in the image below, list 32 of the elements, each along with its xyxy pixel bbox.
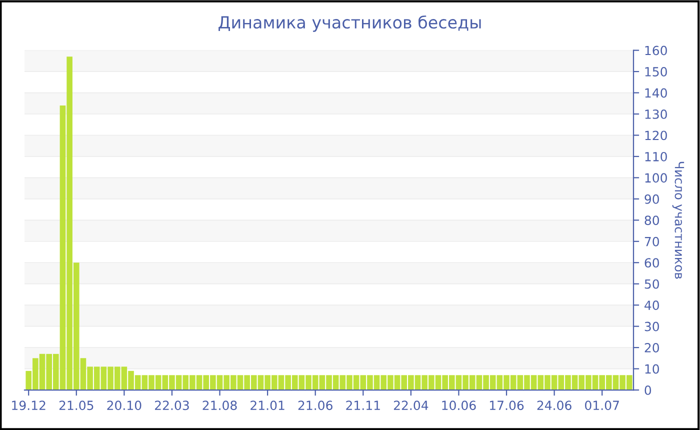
y-tick-label: 120 bbox=[645, 130, 667, 140]
y-tick-label: 10 bbox=[645, 364, 659, 374]
x-tick-label: 21.05 bbox=[59, 400, 94, 410]
x-tick-label: 22.04 bbox=[394, 400, 428, 410]
y-tick-label: 150 bbox=[645, 67, 667, 76]
y-tick-label: 50 bbox=[644, 279, 659, 289]
y-tick-label: 30 bbox=[644, 322, 659, 332]
x-tick-label: 21.08 bbox=[202, 400, 237, 410]
x-tick-label: 20.10 bbox=[107, 400, 142, 410]
x-tick-label: 17.06 bbox=[490, 400, 524, 410]
y-tick-label: 140 bbox=[645, 88, 667, 98]
x-tick-label: 22.03 bbox=[154, 400, 189, 410]
x-tick-label: 21.06 bbox=[298, 400, 332, 410]
y-tick-label: 40 bbox=[644, 300, 659, 310]
y-tick-label: 160 bbox=[645, 46, 667, 56]
y-tick-label: 80 bbox=[644, 216, 659, 226]
x-tick-label: 01.07 bbox=[585, 400, 619, 410]
x-tick-label: 21.01 bbox=[250, 400, 284, 410]
y-tick-label: 110 bbox=[645, 152, 667, 162]
x-tick-label: 19.12 bbox=[12, 400, 46, 410]
y-axis-title: Число участников bbox=[672, 162, 684, 279]
x-tick-label: 21.11 bbox=[346, 400, 380, 410]
y-tick-label: 100 bbox=[645, 173, 667, 183]
x-tick-label: 24.06 bbox=[537, 400, 572, 410]
x-tick-label: 10.06 bbox=[442, 400, 476, 410]
y-tick-label: 0 bbox=[644, 385, 652, 395]
y-tick-label: 90 bbox=[644, 194, 659, 204]
y-tick-label: 70 bbox=[644, 236, 659, 246]
y-tick-label: 130 bbox=[645, 109, 667, 119]
y-tick-label: 20 bbox=[644, 343, 659, 352]
chart-title: Динамика участников беседы bbox=[218, 15, 481, 32]
y-tick-label: 60 bbox=[644, 258, 659, 268]
